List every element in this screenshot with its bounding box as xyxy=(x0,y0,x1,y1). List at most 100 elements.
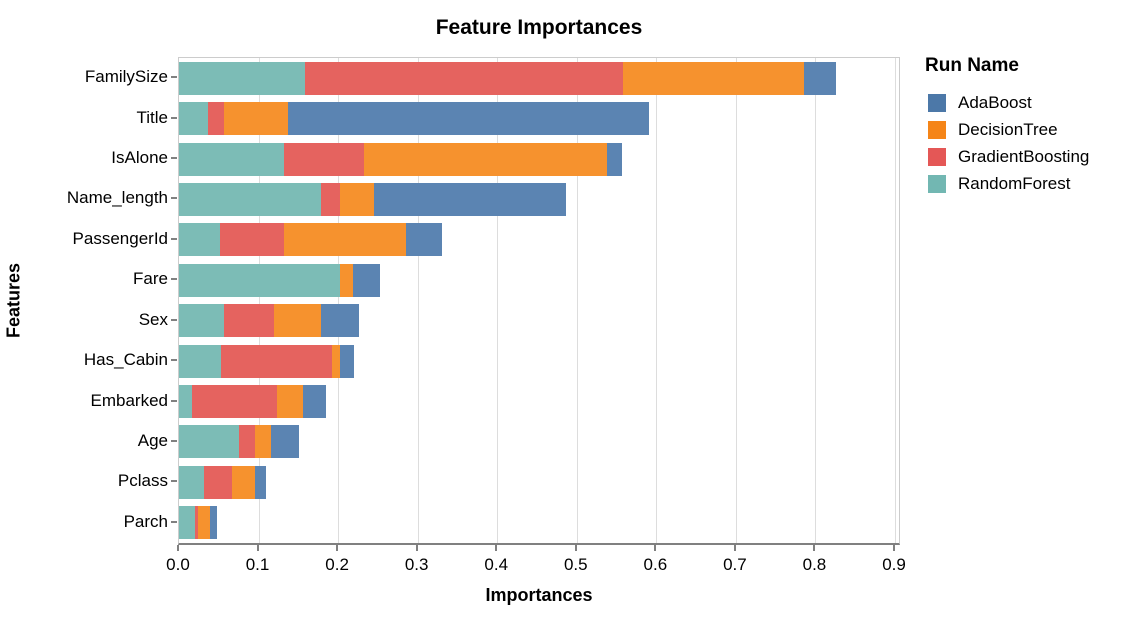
y-tick-label: Parch xyxy=(123,511,168,531)
bar-row-PassengerId xyxy=(179,223,442,257)
x-axis: 0.0 0.1 0.2 0.3 0.4 0.5 0.6 0.7 0.8 0.9 xyxy=(166,545,906,605)
bar-segment-AdaBoost[interactable] xyxy=(287,102,650,136)
bar-segment-RandomForest[interactable] xyxy=(179,506,195,540)
bar-segment-RandomForest[interactable] xyxy=(179,223,221,257)
bar-segment-AdaBoost[interactable] xyxy=(303,385,327,419)
bar-segment-RandomForest[interactable] xyxy=(179,182,321,216)
gridline xyxy=(258,58,260,543)
legend: Run Name AdaBoost DecisionTree GradientBoo… xyxy=(925,55,1089,197)
bar-segment-AdaBoost[interactable] xyxy=(607,142,623,176)
y-tick-label: FamilySize xyxy=(84,67,168,87)
bar-segment-RandomForest[interactable] xyxy=(179,344,222,378)
y-tick-mark xyxy=(171,318,177,321)
x-tick-mark xyxy=(733,545,736,551)
bar-segment-AdaBoost[interactable] xyxy=(271,425,300,459)
bar-segment-RandomForest[interactable] xyxy=(179,304,225,338)
x-tick-mark xyxy=(574,545,577,551)
bar-segment-GradientBoosting[interactable] xyxy=(304,61,623,95)
y-tick-mark xyxy=(171,439,177,442)
bar-segment-RandomForest[interactable] xyxy=(179,425,239,459)
x-tick-mark xyxy=(654,545,657,551)
bar-segment-DecisionTree[interactable] xyxy=(284,223,406,257)
bar-row-FamilySize xyxy=(179,61,837,95)
bar-segment-AdaBoost[interactable] xyxy=(254,465,267,499)
x-tick-label: 0.0 xyxy=(166,555,190,574)
y-tick-mark xyxy=(171,520,177,523)
bar-segment-AdaBoost[interactable] xyxy=(339,344,354,378)
y-tick-mark xyxy=(171,116,177,119)
bar-segment-DecisionTree[interactable] xyxy=(276,385,304,419)
chart-title: Feature Importances xyxy=(435,16,643,39)
bar-segment-GradientBoosting[interactable] xyxy=(320,182,340,216)
x-tick-mark xyxy=(415,545,418,551)
x-tick-mark xyxy=(495,545,498,551)
bar-segment-AdaBoost[interactable] xyxy=(405,223,442,257)
bar-row-Embarked xyxy=(179,385,327,419)
legend-swatch xyxy=(928,174,946,193)
gridline xyxy=(895,58,897,543)
bar-segment-AdaBoost[interactable] xyxy=(321,304,359,338)
bar-segment-RandomForest[interactable] xyxy=(179,142,285,176)
bar-segment-DecisionTree[interactable] xyxy=(224,102,288,136)
bar-segment-GradientBoosting[interactable] xyxy=(194,506,199,540)
bar-segment-GradientBoosting[interactable] xyxy=(220,223,284,257)
gridline xyxy=(417,58,419,543)
bar-row-Fare xyxy=(179,263,381,297)
bar-segment-GradientBoosting[interactable] xyxy=(204,465,232,499)
bar-segment-GradientBoosting[interactable] xyxy=(191,385,277,419)
x-tick-mark xyxy=(256,545,259,551)
bar-segment-AdaBoost[interactable] xyxy=(373,182,567,216)
legend-entry-RandomForest[interactable]: RandomForest xyxy=(925,170,1089,197)
legend-entry-AdaBoost[interactable]: AdaBoost xyxy=(925,89,1089,116)
bar-row-IsAlone xyxy=(179,142,623,176)
bar-segment-AdaBoost[interactable] xyxy=(353,263,381,297)
bar-segment-RandomForest[interactable] xyxy=(179,465,205,499)
y-tick-label: IsAlone xyxy=(111,148,168,168)
y-tick-mark xyxy=(171,197,177,200)
y-tick-label: Name_length xyxy=(66,188,168,208)
x-axis-title: Importances xyxy=(485,585,593,605)
bar-row-Title xyxy=(179,102,650,136)
legend-title: Run Name xyxy=(925,55,1019,76)
bar-segment-RandomForest[interactable] xyxy=(179,263,340,297)
bar-segment-GradientBoosting[interactable] xyxy=(221,344,332,378)
x-tick-label: 0.3 xyxy=(404,555,429,574)
y-tick-label: Pclass xyxy=(117,471,168,491)
bar-segment-GradientBoosting[interactable] xyxy=(284,142,364,176)
bar-segment-DecisionTree[interactable] xyxy=(339,263,354,297)
x-tick-label: 0.6 xyxy=(643,555,668,574)
bar-segment-DecisionTree[interactable] xyxy=(331,344,340,378)
legend-label: DecisionTree xyxy=(958,119,1058,139)
x-tick-label: 0.7 xyxy=(723,555,747,574)
y-tick-mark xyxy=(171,237,177,240)
gridline xyxy=(338,58,340,543)
bar-segment-RandomForest[interactable] xyxy=(179,385,192,419)
x-tick-mark xyxy=(893,545,896,551)
bar-segment-GradientBoosting[interactable] xyxy=(238,425,256,459)
y-tick-label: Embarked xyxy=(90,390,168,410)
bar-segment-DecisionTree[interactable] xyxy=(273,304,322,338)
bar-segment-DecisionTree[interactable] xyxy=(231,465,255,499)
gridline xyxy=(815,58,817,543)
bar-segment-RandomForest[interactable] xyxy=(179,61,305,95)
bar-segment-DecisionTree[interactable] xyxy=(622,61,805,95)
plot-area xyxy=(178,57,900,545)
legend-entry-GradientBoosting[interactable]: GradientBoosting xyxy=(925,143,1089,170)
bar-segment-DecisionTree[interactable] xyxy=(255,425,272,459)
bar-row-Pclass xyxy=(179,465,267,499)
bar-segment-GradientBoosting[interactable] xyxy=(224,304,274,338)
legend-entry-DecisionTree[interactable]: DecisionTree xyxy=(925,116,1089,143)
bar-segment-DecisionTree[interactable] xyxy=(363,142,607,176)
gridline xyxy=(735,58,737,543)
bar-segment-DecisionTree[interactable] xyxy=(198,506,210,540)
bar-segment-DecisionTree[interactable] xyxy=(339,182,374,216)
x-tick-mark xyxy=(336,545,339,551)
y-tick-label: Title xyxy=(136,107,169,127)
bar-segment-GradientBoosting[interactable] xyxy=(207,102,225,136)
bar-segment-AdaBoost[interactable] xyxy=(804,61,837,95)
x-tick-mark xyxy=(177,545,179,551)
bar-segment-AdaBoost[interactable] xyxy=(210,506,218,540)
bar-segment-RandomForest[interactable] xyxy=(179,102,208,136)
x-tick-label: 0.2 xyxy=(325,555,349,574)
